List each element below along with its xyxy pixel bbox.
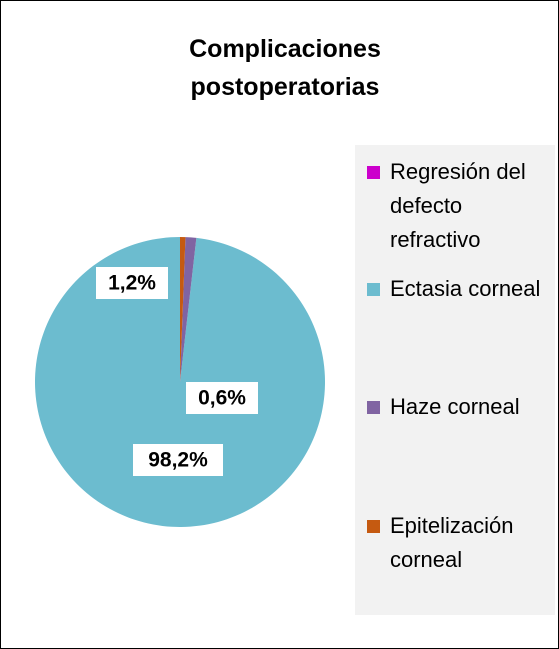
pie-slice — [180, 237, 197, 382]
legend-label: Epitelización corneal — [390, 513, 514, 572]
data-label: 98,2% — [148, 449, 208, 472]
legend: Regresión del defecto refractivo Ectasia … — [355, 145, 555, 615]
legend-label: Haze corneal — [390, 394, 520, 419]
legend-swatch — [367, 166, 380, 179]
chart-title: Complicaciones postoperatorias — [189, 35, 381, 101]
legend-swatch — [367, 283, 380, 296]
legend-swatch — [367, 520, 380, 533]
pie-slice — [180, 237, 186, 382]
data-label-box — [186, 382, 258, 414]
legend-swatch — [367, 401, 380, 414]
data-label: 1,2% — [108, 272, 156, 295]
legend-label: Regresión del defecto refractivo — [390, 159, 526, 252]
legend-label: Ectasia corneal — [390, 276, 541, 301]
data-label-box — [133, 444, 223, 476]
data-label: 0,6% — [198, 387, 246, 410]
data-label-box — [96, 267, 168, 299]
